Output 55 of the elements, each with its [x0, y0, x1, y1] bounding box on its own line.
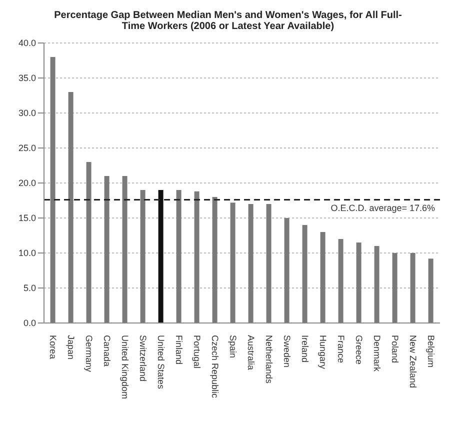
bar	[230, 202, 236, 323]
bar	[248, 204, 254, 323]
bar	[374, 246, 380, 323]
y-tick-label: 25.0	[18, 143, 36, 154]
x-tick-label: Switzerland	[138, 335, 148, 382]
x-tick-label: Belgium	[426, 335, 436, 368]
y-tick-label: 30.0	[18, 108, 36, 118]
ref-line-label: O.E.C.D. average= 17.6%	[330, 203, 435, 214]
x-tick-label: France	[336, 335, 346, 364]
bar	[266, 204, 272, 323]
x-tick-label: Portugal	[192, 335, 202, 369]
bar	[356, 242, 362, 323]
bar	[50, 57, 56, 323]
x-tick-label: Canada	[102, 335, 112, 367]
x-tick-label: New Zealand	[408, 335, 418, 388]
x-tick-label: Sweden	[282, 335, 292, 368]
bar	[176, 190, 182, 323]
y-tick-label: 40.0	[18, 38, 36, 48]
bar	[302, 225, 308, 323]
bar	[86, 162, 92, 323]
x-tick-label: Netherlands	[264, 335, 274, 384]
x-tick-label: Spain	[228, 335, 238, 358]
y-tick-label: 35.0	[18, 73, 36, 84]
bar	[140, 190, 146, 323]
bar	[320, 232, 326, 323]
x-tick-label: Czech Republic	[210, 335, 220, 399]
x-tick-label: Poland	[390, 335, 400, 364]
x-tick-label: Ireland	[300, 335, 310, 363]
bar	[392, 253, 398, 323]
x-tick-label: United States	[156, 335, 166, 390]
x-tick-label: Denmark	[372, 335, 382, 372]
x-tick-label: Finland	[174, 335, 184, 365]
bar	[104, 176, 110, 323]
bar	[68, 92, 74, 323]
bar	[194, 191, 200, 323]
y-tick-label: 0.0	[23, 318, 36, 328]
y-tick-label: 15.0	[18, 213, 36, 224]
x-tick-label: Korea	[48, 335, 58, 360]
x-tick-label: Australia	[246, 335, 256, 370]
bar	[122, 176, 128, 323]
bar	[428, 258, 434, 323]
x-tick-label: Japan	[66, 335, 76, 360]
bar	[212, 197, 218, 323]
x-tick-label: Germany	[84, 335, 94, 373]
bar	[410, 253, 416, 323]
y-tick-label: 5.0	[23, 283, 36, 294]
x-tick-label: United Kingdom	[120, 335, 130, 400]
y-tick-label: 20.0	[18, 178, 36, 188]
bar	[284, 218, 290, 323]
x-tick-label: Hungary	[318, 335, 328, 370]
bar	[158, 190, 164, 323]
bar	[338, 239, 344, 323]
x-tick-label: Greece	[354, 335, 364, 365]
chart-title: Percentage Gap Between Median Men's and Women's Wages, for All Full-Time Workers (2006 or Latest Year Available)	[53, 9, 403, 34]
y-tick-label: 10.0	[18, 248, 36, 258]
